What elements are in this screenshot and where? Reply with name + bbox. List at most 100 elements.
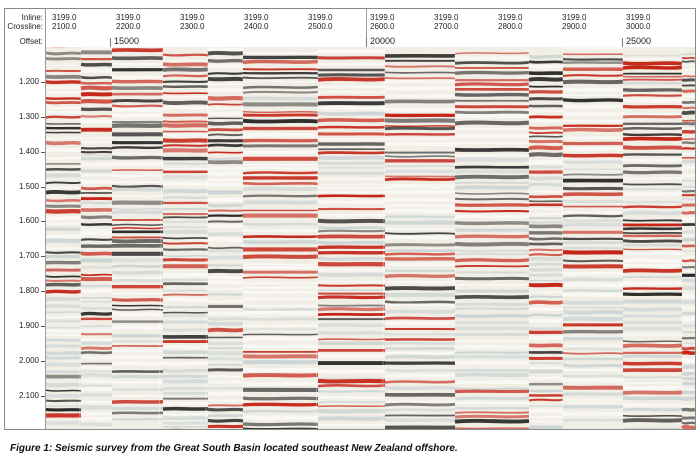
- seismic-reflector: [162, 416, 209, 421]
- header-column: 3199.0 2800.0: [498, 13, 522, 31]
- seismic-reflector: [528, 145, 564, 151]
- seismic-reflector: [454, 192, 530, 195]
- seismic-reflector: [162, 272, 209, 278]
- seismic-reflector: [454, 351, 530, 354]
- seismic-reflector: [242, 229, 319, 233]
- seismic-reflector: [207, 88, 244, 92]
- seismic-reflector: [454, 265, 530, 268]
- seismic-reflector: [528, 300, 564, 305]
- seismic-reflector: [242, 200, 319, 205]
- seismic-reflector: [242, 263, 319, 266]
- seismic-reflector: [528, 109, 564, 113]
- inline-value: 3199.0: [562, 13, 587, 22]
- seismic-reflector: [454, 157, 530, 163]
- seismic-reflector: [162, 167, 209, 171]
- seismic-reflector: [46, 282, 82, 287]
- seismic-reflector: [681, 141, 695, 145]
- seismic-reflector: [562, 347, 624, 351]
- seismic-reflector: [207, 327, 244, 333]
- time-tick: [41, 361, 45, 362]
- header-column: 3199.0 2400.0: [244, 13, 268, 31]
- seismic-reflector: [681, 346, 695, 351]
- seismic-reflector: [80, 366, 113, 370]
- seismic-reflector: [80, 215, 113, 220]
- seismic-reflector: [111, 113, 164, 118]
- seismic-reflector: [207, 203, 244, 208]
- seismic-reflector: [162, 67, 209, 72]
- seismic-reflector: [384, 309, 456, 314]
- seismic-reflector: [317, 390, 386, 393]
- inline-label: Inline:: [21, 13, 43, 22]
- seismic-reflector: [622, 343, 683, 349]
- seismic-reflector: [242, 118, 319, 124]
- seismic-reflector: [622, 403, 683, 407]
- seismic-reflector: [46, 110, 82, 114]
- seismic-reflector: [562, 160, 624, 165]
- seismic-reflector: [454, 120, 530, 126]
- seismic-reflector: [162, 144, 209, 147]
- seismic-reflector: [562, 316, 624, 322]
- seismic-reflector: [46, 115, 82, 119]
- seismic-section[interactable]: [46, 47, 695, 429]
- seismic-reflector: [454, 326, 530, 331]
- seismic-reflector: [622, 133, 683, 137]
- seismic-reflector: [622, 61, 683, 66]
- seismic-reflector: [242, 163, 319, 167]
- seismic-reflector: [454, 294, 530, 300]
- inline-value: 3199.0: [308, 13, 333, 22]
- seismic-reflector: [317, 229, 386, 233]
- seismic-reflector: [317, 111, 386, 116]
- seismic-reflector: [562, 300, 624, 306]
- seismic-reflector: [162, 120, 209, 123]
- seismic-reflector: [207, 317, 244, 321]
- seismic-reflector: [242, 222, 319, 226]
- time-label: 2.100: [18, 391, 39, 400]
- seismic-reflector: [207, 350, 244, 356]
- offset-value: 25000: [626, 36, 652, 46]
- seismic-reflector: [242, 110, 319, 114]
- seismic-reflector: [622, 307, 683, 312]
- seismic-reflector: [80, 174, 113, 177]
- seismic-reflector: [622, 205, 683, 209]
- seismic-reflector: [384, 124, 456, 128]
- seismic-reflector: [317, 408, 386, 414]
- seismic-reflector: [46, 338, 82, 342]
- seismic-reflector: [622, 239, 683, 243]
- seismic-reflector: [207, 103, 244, 106]
- seismic-reflector: [317, 284, 386, 287]
- seismic-reflector: [622, 385, 683, 390]
- seismic-reflector: [622, 417, 683, 423]
- seismic-reflector: [384, 141, 456, 147]
- seismic-reflector: [80, 273, 113, 277]
- seismic-reflector: [46, 344, 82, 348]
- seismic-reflector: [562, 363, 624, 368]
- seismic-reflector: [162, 248, 209, 251]
- seismic-reflector: [242, 194, 319, 198]
- seismic-reflector: [46, 304, 82, 309]
- seismic-reflector: [528, 195, 564, 199]
- inline-value: 3199.0: [244, 13, 269, 22]
- offset-tick: [366, 38, 367, 47]
- seismic-reflector: [562, 392, 624, 397]
- seismic-reflector: [207, 171, 244, 176]
- seismic-reflector: [528, 267, 564, 272]
- seismic-reflector: [562, 127, 624, 133]
- seismic-reflector: [622, 390, 683, 395]
- seismic-reflector: [111, 297, 164, 302]
- seismic-reflector: [454, 82, 530, 87]
- seismic-reflector: [528, 273, 564, 277]
- seismic-reflector: [454, 283, 530, 287]
- seismic-reflector: [681, 110, 695, 116]
- fault-line: [382, 47, 386, 429]
- seismic-reflector: [242, 186, 319, 192]
- seismic-reflector: [111, 394, 164, 398]
- seismic-reflector: [622, 164, 683, 168]
- offset-tick: [110, 38, 111, 47]
- seismic-reflector: [46, 208, 82, 214]
- seismic-reflector: [80, 98, 113, 104]
- seismic-reflector: [384, 385, 456, 391]
- seismic-reflector: [242, 336, 319, 342]
- seismic-reflector: [317, 416, 386, 421]
- seismic-reflector: [162, 378, 209, 384]
- seismic-reflector: [528, 159, 564, 165]
